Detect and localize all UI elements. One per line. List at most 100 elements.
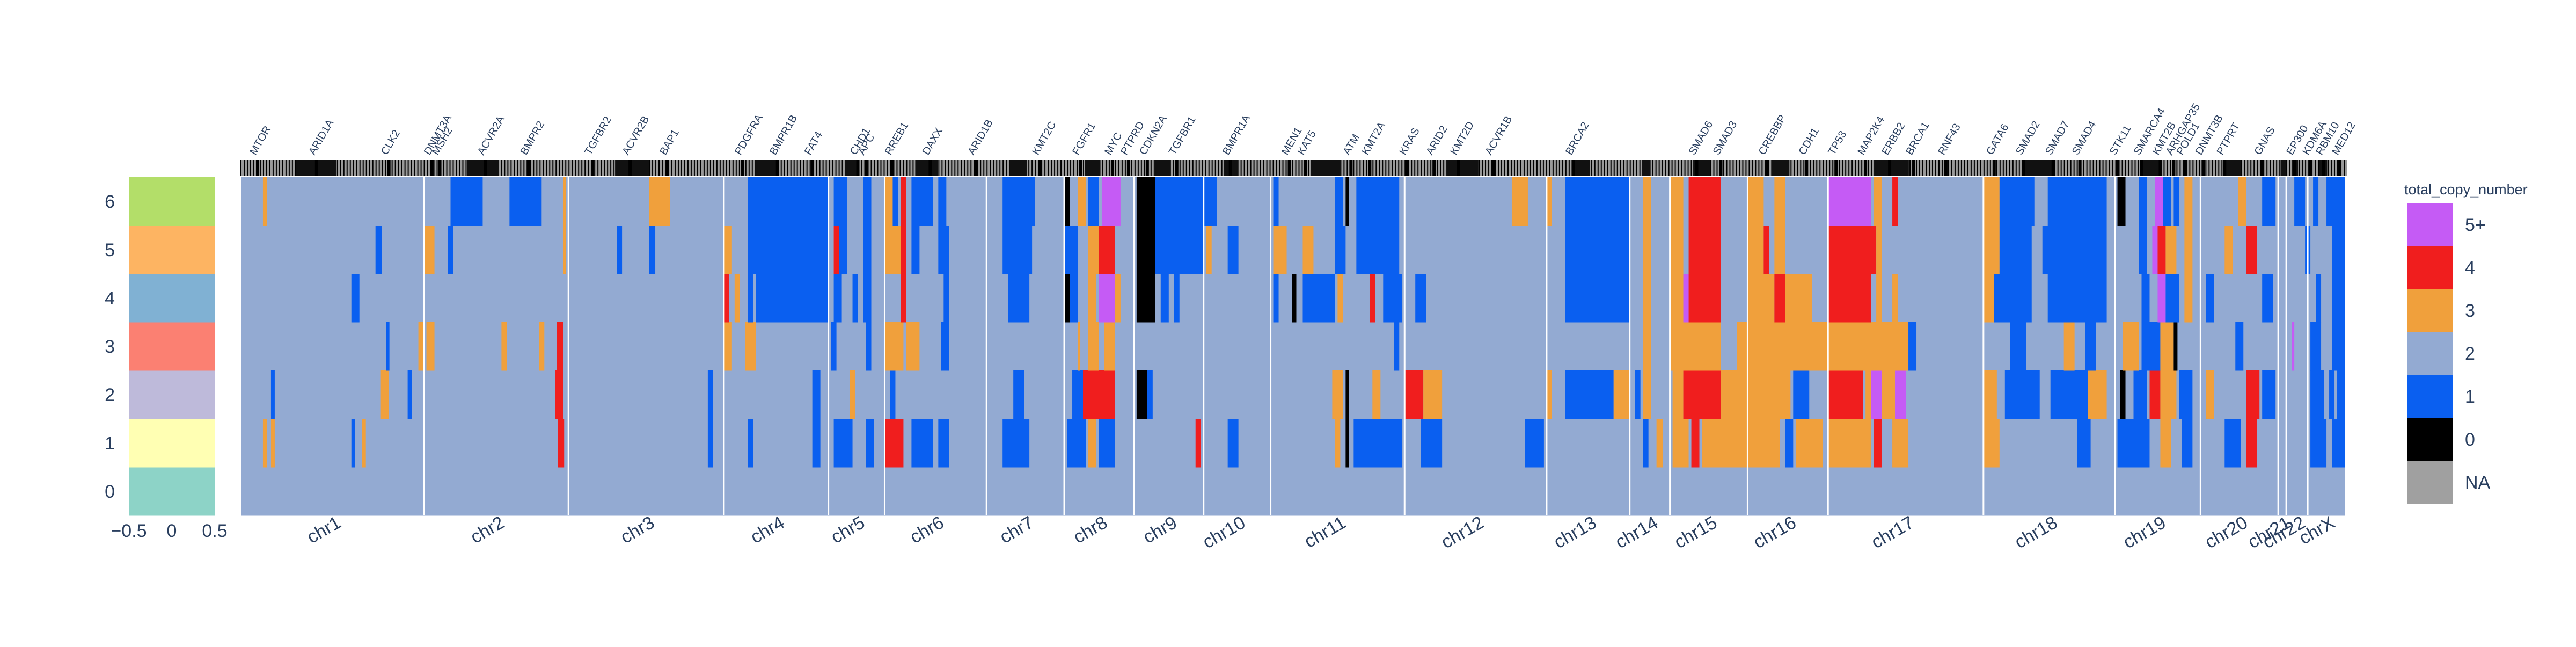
gene-bar-tick <box>1666 160 1668 176</box>
gene-bar-tick <box>1106 160 1109 176</box>
heatmap-cell-row6 <box>938 177 947 226</box>
heatmap-cell-row5 <box>884 226 901 274</box>
gene-bar-tick <box>1820 160 1823 176</box>
gene-bar-tick <box>1389 160 1392 176</box>
gene-bar-tick <box>1212 160 1215 176</box>
heatmap-cell-row4 <box>1565 274 1630 323</box>
gene-marker-ARID2 <box>1432 160 1436 176</box>
gene-bar-tick <box>1483 160 1485 176</box>
gene-bar-tick <box>547 160 550 176</box>
gene-bar-tick <box>1377 160 1379 176</box>
gene-label-TGFBR2: TGFBR2 <box>582 114 614 157</box>
gene-bar-tick <box>402 160 405 176</box>
gene-bar-tick <box>367 160 369 176</box>
gene-bar-segment <box>845 160 858 176</box>
gene-bar-tick <box>1135 160 1138 176</box>
gene-bar-tick <box>2197 160 2199 176</box>
heatmap-cell-row5 <box>448 226 453 274</box>
gene-bar-tick <box>1540 160 1543 176</box>
gene-bar-tick <box>589 160 591 176</box>
gene-bar-tick <box>1283 160 1286 176</box>
gene-marker-CHD1 <box>856 160 860 176</box>
heatmap-cell-row6 <box>2184 177 2193 226</box>
heatmap-cell-row4 <box>1383 274 1402 323</box>
gene-bar-segment <box>467 160 499 176</box>
heatmap-cell-row2 <box>1895 370 1906 419</box>
gene-marker-DNMT3B <box>2201 160 2205 176</box>
gene-bar-tick <box>399 160 401 176</box>
gene-bar-tick <box>1814 160 1817 176</box>
gene-bar-tick <box>1373 160 1376 176</box>
gene-bar-tick <box>605 160 608 176</box>
gene-bar-tick <box>1634 160 1636 176</box>
gene-bar-tick <box>586 160 588 176</box>
chromosome-label-chr4: chr4 <box>747 512 788 548</box>
gene-bar-tick <box>2090 160 2093 176</box>
gene-bar-tick <box>897 160 900 176</box>
gene-bar-tick <box>704 160 707 176</box>
gene-annotation-bar <box>240 160 2347 176</box>
gene-bar-tick <box>1119 160 1122 176</box>
gene-bar-tick <box>981 160 984 176</box>
gene-bar-tick <box>826 160 829 176</box>
heatmap-cell-row5 <box>1099 226 1115 274</box>
gene-bar-tick <box>2132 160 2135 176</box>
gene-bar-tick <box>405 160 408 176</box>
heatmap-cell-row5 <box>723 226 732 274</box>
gene-bar-tick <box>1438 160 1440 176</box>
gene-bar-tick <box>1750 160 1752 176</box>
gene-bar-tick <box>968 160 971 176</box>
gene-bar-tick <box>656 160 659 176</box>
gene-bar-tick <box>247 160 250 176</box>
gene-label-BMPR1B: BMPR1B <box>767 113 800 157</box>
gene-marker-MYC <box>1110 160 1114 176</box>
heatmap-cell-row1 <box>2160 419 2171 468</box>
heatmap-cell-row1 <box>1702 419 1748 468</box>
heatmap-cell-row6 <box>1064 177 1070 226</box>
heatmap-cell-row6 <box>1874 177 1882 226</box>
heatmap-cell-row1 <box>1672 419 1689 468</box>
heatmap-cell-row2 <box>2004 370 2040 419</box>
sample-strip-cell-1 <box>129 419 215 468</box>
heatmap-cell-row2 <box>812 370 821 419</box>
gene-bar-tick <box>672 160 675 176</box>
gene-marker-TP53 <box>1834 160 1838 176</box>
gene-bar-tick <box>2084 160 2087 176</box>
heatmap-cell-row6 <box>1565 177 1630 226</box>
heatmap-cell-row3 <box>2174 322 2178 371</box>
heatmap-cell-row6 <box>1101 177 1121 226</box>
gene-bar-segment <box>1009 160 1027 176</box>
heatmap-cell-row4 <box>1683 274 1689 323</box>
gene-bar-tick <box>839 160 842 176</box>
heatmap-cell-row1 <box>2224 419 2241 468</box>
gene-bar-tick <box>341 160 343 176</box>
heatmap-cell-row1 <box>911 419 933 468</box>
heatmap-cell-row5 <box>2332 226 2345 274</box>
gene-bar-tick <box>2290 160 2293 176</box>
gene-label-KMT2A: KMT2A <box>1360 120 1388 157</box>
gene-bar-tick <box>1480 160 1482 176</box>
gene-marker-SMARCA4 <box>2140 160 2143 176</box>
heatmap-cell-row4 <box>1670 274 1684 323</box>
gene-bar-tick <box>280 160 282 176</box>
heatmap-cell-row6 <box>748 177 829 226</box>
heatmap-cell-row1 <box>362 419 366 468</box>
gene-bar-tick <box>1425 160 1428 176</box>
gene-bar-tick <box>1929 160 1932 176</box>
heatmap-cell-row5 <box>1356 226 1400 274</box>
gene-bar-tick <box>1499 160 1502 176</box>
gene-bar-tick <box>1180 160 1183 176</box>
gene-bar-tick <box>875 160 877 176</box>
heatmap-cell-row6 <box>1643 177 1651 226</box>
heatmap-cell-row3 <box>2235 322 2244 371</box>
sample-strip-ytick: 1 <box>105 433 115 454</box>
gene-label-FAT4: FAT4 <box>802 129 825 157</box>
heatmap-cell-row4 <box>1688 274 1721 323</box>
heatmap-cell-row1 <box>262 419 267 468</box>
gene-bar-tick <box>1148 160 1151 176</box>
heatmap-cell-row4 <box>1876 274 1882 323</box>
heatmap-cell-row4 <box>1302 274 1335 323</box>
gene-marker-GNAS <box>2260 160 2264 176</box>
sample-strip-axes: 0 1 2 3 4 5 6 −0.5 0 0.5 <box>105 192 228 541</box>
gene-bar-tick <box>1360 160 1363 176</box>
